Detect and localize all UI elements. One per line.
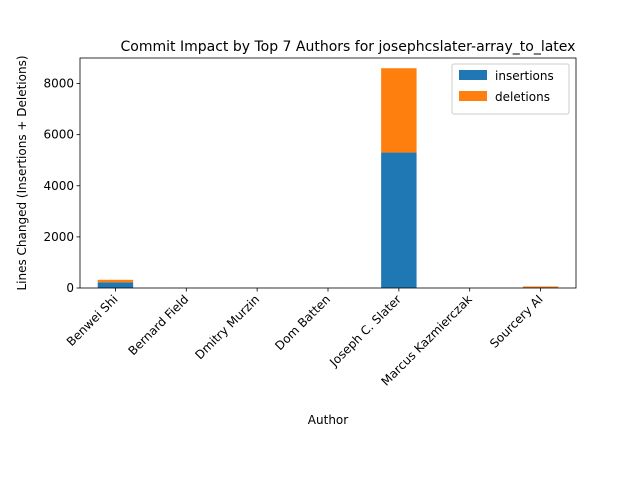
y-tick-label: 8000 — [43, 77, 74, 91]
y-tick-label: 0 — [66, 281, 74, 295]
bar-insertions-4 — [381, 153, 416, 288]
x-tick-label: Sourcery AI — [487, 292, 546, 351]
bar-deletions-0 — [98, 280, 133, 283]
bar-deletions-4 — [381, 68, 416, 152]
x-tick-label: Benwei Shi — [64, 292, 121, 349]
x-tick-label: Dmitry Murzin — [192, 292, 262, 362]
bar-deletions-6 — [523, 286, 558, 287]
x-tick-label: Joseph C. Slater — [326, 292, 404, 370]
x-tick-label: Bernard Field — [126, 292, 192, 358]
chart-title: Commit Impact by Top 7 Authors for josep… — [121, 39, 576, 55]
y-tick-label: 2000 — [43, 230, 74, 244]
legend-label-deletions: deletions — [495, 90, 550, 104]
legend: insertions deletions — [452, 64, 569, 114]
y-tick-label: 4000 — [43, 179, 74, 193]
y-axis-title: Lines Changed (Insertions + Deletions) — [15, 55, 29, 290]
y-axis-ticks: 0 2000 4000 6000 8000 — [43, 77, 80, 295]
legend-swatch-deletions — [459, 91, 487, 101]
bar-insertions-0 — [98, 282, 133, 288]
legend-label-insertions: insertions — [495, 69, 554, 83]
x-axis-title: Author — [308, 413, 348, 427]
y-tick-label: 6000 — [43, 128, 74, 142]
x-tick-label: Dom Batten — [272, 292, 333, 353]
legend-swatch-insertions — [459, 70, 487, 80]
